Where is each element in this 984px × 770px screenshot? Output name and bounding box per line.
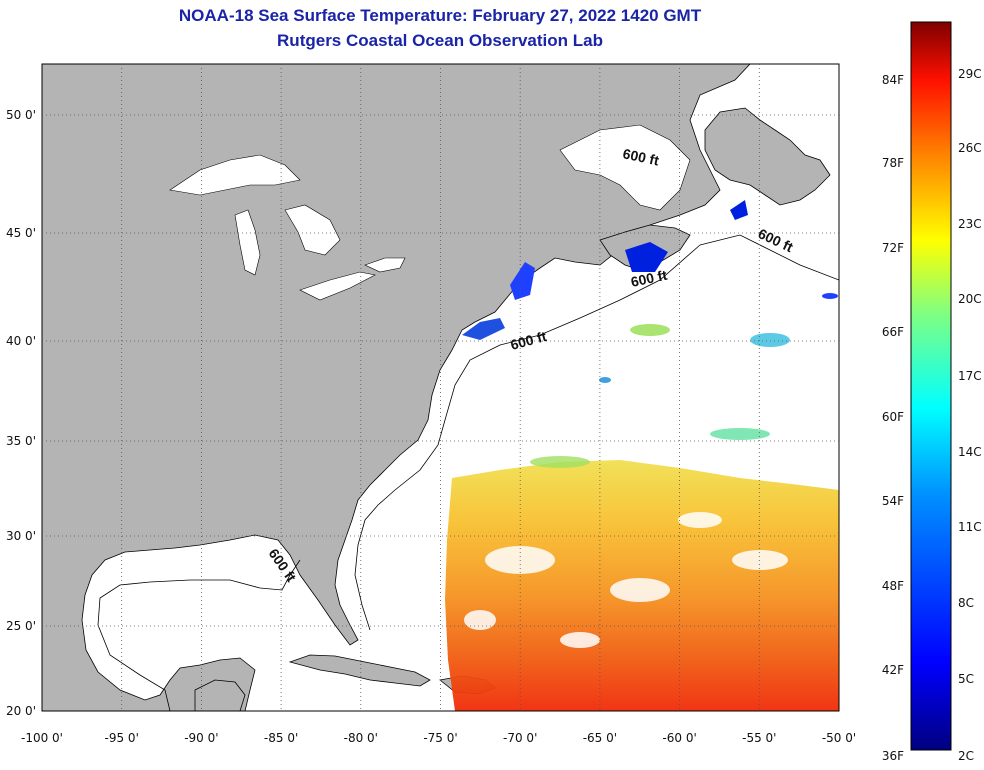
lon-tick-label: -65 0' bbox=[583, 731, 617, 745]
lake-erie bbox=[299, 271, 376, 301]
latitude-axis: 50 0' 45 0' 40 0' 35 0' 30 0' 25 0' 20 0… bbox=[6, 108, 36, 718]
lon-tick-label: -70 0' bbox=[503, 731, 537, 745]
lat-tick-label: 35 0' bbox=[6, 434, 36, 448]
colorbar-c-label: 23C bbox=[958, 217, 982, 231]
contour-600ft bbox=[97, 234, 839, 711]
contour-label-3: 600 ft bbox=[629, 267, 668, 290]
lake-huron bbox=[284, 204, 341, 256]
lon-tick-label: -100 0' bbox=[21, 731, 63, 745]
colorbar-f-label: 72F bbox=[882, 241, 904, 255]
colorbar-c-label: 14C bbox=[958, 445, 982, 459]
map-subtitle: Rutgers Coastal Ocean Observation Lab bbox=[277, 31, 603, 50]
lon-tick-label: -85 0' bbox=[264, 731, 298, 745]
lake-ontario bbox=[364, 257, 406, 273]
longitude-axis: -100 0' -95 0' -90 0' -85 0' -80 0' -75 … bbox=[21, 731, 856, 745]
lon-tick-label: -60 0' bbox=[662, 731, 696, 745]
colorbar-c-label: 11C bbox=[958, 520, 982, 534]
colorbar-f-label: 66F bbox=[882, 325, 904, 339]
lon-tick-label: -50 0' bbox=[822, 731, 856, 745]
sst-cold-patches bbox=[462, 200, 838, 340]
colorbar-f-labels: 84F 78F 72F 66F 60F 54F 48F 42F 36F bbox=[882, 73, 904, 763]
lon-tick-label: -95 0' bbox=[105, 731, 139, 745]
st-lawrence-gulf bbox=[559, 124, 691, 211]
colorbar-c-label: 17C bbox=[958, 369, 982, 383]
map-title: NOAA-18 Sea Surface Temperature: Februar… bbox=[178, 6, 702, 25]
colorbar-f-label: 78F bbox=[882, 156, 904, 170]
lat-tick-label: 20 0' bbox=[6, 704, 36, 718]
contour-label-1: 600 ft bbox=[621, 145, 660, 168]
lat-tick-label: 25 0' bbox=[6, 619, 36, 633]
colorbar-c-label: 2C bbox=[958, 749, 974, 763]
colorbar-f-label: 84F bbox=[882, 73, 904, 87]
colorbar-f-label: 48F bbox=[882, 579, 904, 593]
colorbar-f-label: 42F bbox=[882, 663, 904, 677]
lon-tick-label: -90 0' bbox=[184, 731, 218, 745]
sst-mid-patches bbox=[530, 324, 790, 468]
land-yucatan bbox=[194, 679, 246, 711]
colorbar bbox=[910, 21, 952, 751]
lake-superior bbox=[169, 154, 301, 196]
lat-tick-label: 30 0' bbox=[6, 529, 36, 543]
lon-tick-label: -55 0' bbox=[742, 731, 776, 745]
cloud-gaps bbox=[464, 512, 788, 648]
colorbar-c-label: 5C bbox=[958, 672, 974, 686]
lake-michigan bbox=[234, 209, 261, 276]
colorbar-c-label: 20C bbox=[958, 292, 982, 306]
colorbar-f-label: 54F bbox=[882, 494, 904, 508]
lat-tick-label: 45 0' bbox=[6, 226, 36, 240]
colorbar-c-label: 26C bbox=[958, 141, 982, 155]
grid-lines bbox=[42, 64, 839, 711]
colorbar-c-label: 29C bbox=[958, 67, 982, 81]
colorbar-f-label: 36F bbox=[882, 749, 904, 763]
colorbar-c-labels: 29C 26C 23C 20C 17C 14C 11C 8C 5C 2C bbox=[958, 67, 982, 763]
colorbar-f-label: 60F bbox=[882, 410, 904, 424]
land-cuba bbox=[288, 654, 431, 687]
lon-tick-label: -80 0' bbox=[344, 731, 378, 745]
lat-tick-label: 40 0' bbox=[6, 334, 36, 348]
colorbar-c-label: 8C bbox=[958, 596, 974, 610]
land-newfoundland bbox=[704, 107, 831, 206]
lat-tick-label: 50 0' bbox=[6, 108, 36, 122]
lon-tick-label: -75 0' bbox=[423, 731, 457, 745]
